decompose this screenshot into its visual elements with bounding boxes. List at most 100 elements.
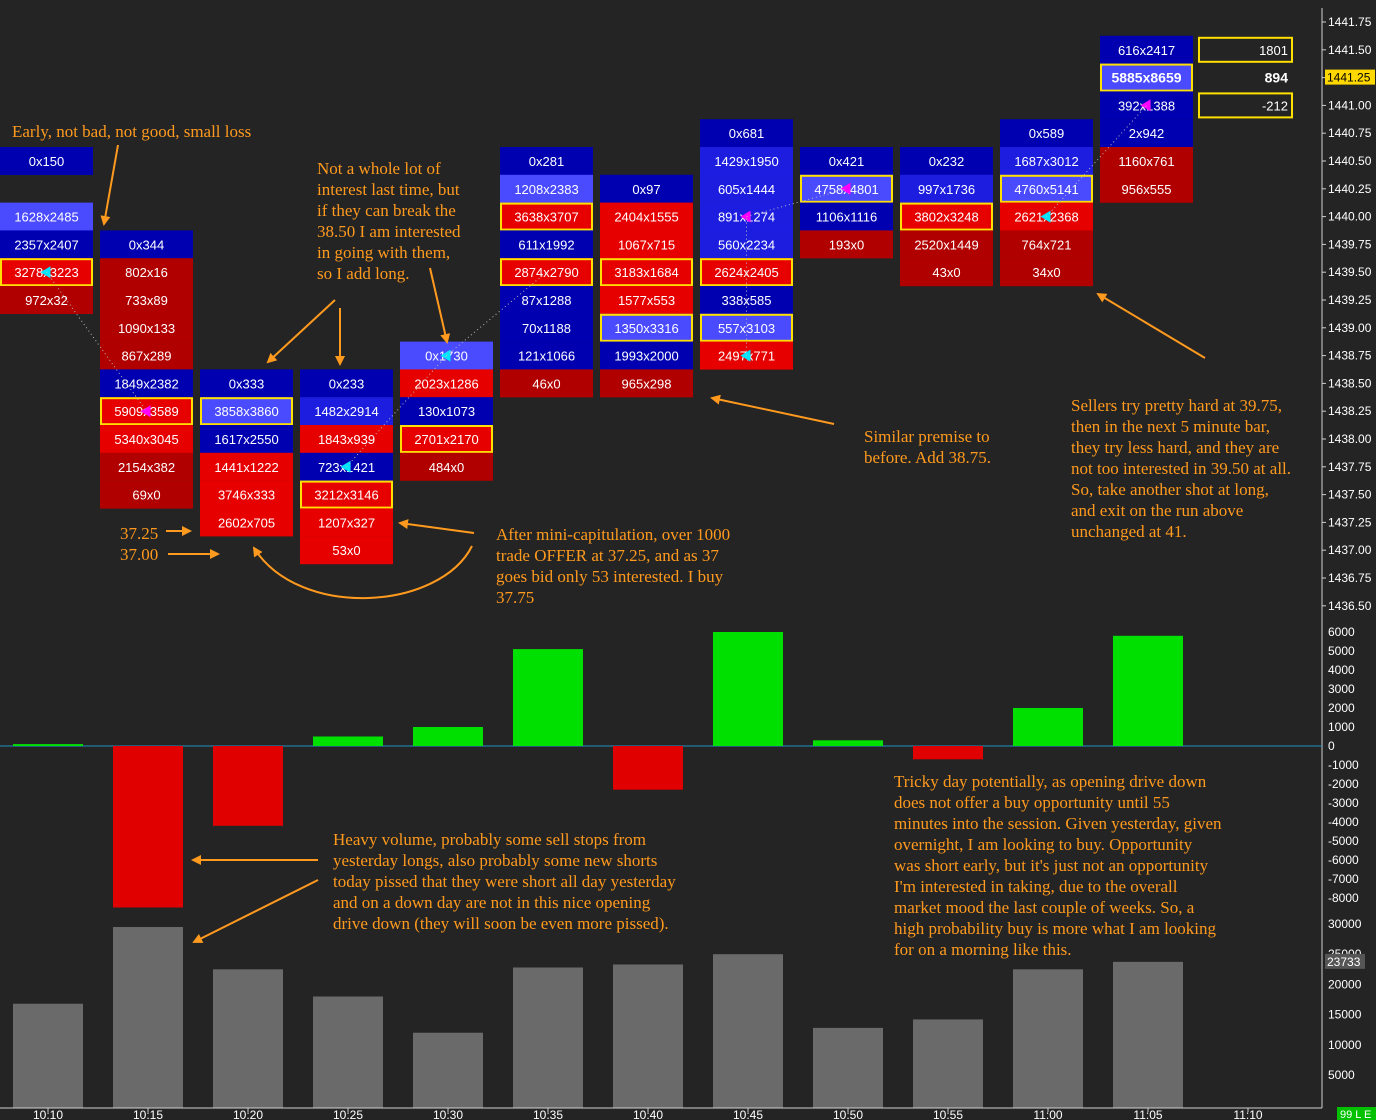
- footprint-cell: [600, 341, 693, 370]
- cell-value: 956x555: [1122, 182, 1172, 197]
- price-tick-label: 1440.50: [1328, 154, 1372, 168]
- cell-value: 1350x3316: [614, 321, 678, 336]
- magenta-arrow-marker: [140, 405, 151, 418]
- footprint-cell: [700, 313, 793, 342]
- delta-tick-label: 5000: [1328, 644, 1355, 658]
- cell-value: 34x0: [1032, 265, 1060, 280]
- cell-value: 1577x553: [618, 293, 675, 308]
- volume-bar: [1013, 969, 1083, 1108]
- cell-value: 1617x2550: [214, 432, 278, 447]
- time-tick-label: 11:00: [1033, 1108, 1062, 1120]
- price-tick-label: 1439.00: [1328, 321, 1372, 335]
- note-early: Early, not bad, not good, small loss: [12, 122, 252, 141]
- footprint-cell: [100, 286, 193, 314]
- footprint-bar: 0x281 1208x2383 3638x3707 611x1992 2874x2790…: [500, 147, 593, 398]
- time-tick-label: 10:20: [233, 1108, 263, 1120]
- footprint-cell: [600, 202, 693, 231]
- price-tick-label: 1437.25: [1328, 515, 1372, 529]
- footprint-cell: [1000, 174, 1093, 203]
- cell-value: 2874x2790: [514, 265, 578, 280]
- price-tick-label: 1437.50: [1328, 488, 1372, 502]
- cell-value: 802x16: [125, 265, 168, 280]
- footprint-cell: [200, 508, 293, 537]
- delta-tick-label: -6000: [1328, 853, 1359, 867]
- cell-value: 1628x2485: [14, 210, 78, 225]
- side-panel-value: 1801: [1259, 43, 1288, 58]
- cell-value: 2624x2405: [714, 265, 778, 280]
- footprint-cell: [600, 174, 693, 203]
- side-panel-box: [1198, 92, 1293, 119]
- cell-highlight: [900, 202, 993, 231]
- volume-bar: [413, 1032, 483, 1108]
- current-price-tag: [1325, 69, 1375, 85]
- cell-value: 338x585: [722, 293, 772, 308]
- cell-value: 1090x133: [118, 321, 175, 336]
- cell-value: 4760x5141: [1014, 182, 1078, 197]
- cell-value: 2x942: [1129, 126, 1164, 141]
- footprint-cell: [300, 508, 393, 537]
- cell-value: 965x298: [622, 376, 672, 391]
- footprint-cell: [500, 230, 593, 259]
- magenta-arrow-marker: [740, 210, 751, 223]
- cell-value: 2154x382: [118, 460, 175, 475]
- cell-value: 53x0: [332, 543, 360, 558]
- footprint-cell: [100, 258, 193, 287]
- cell-highlight: [0, 258, 93, 287]
- cell-highlight: [1100, 63, 1193, 92]
- delta-bar: [513, 649, 583, 746]
- footprint-bar: 0x232 997x1736 3802x3248 2520x1449 43x0: [900, 147, 993, 287]
- price-tick-label: 1439.50: [1328, 265, 1372, 279]
- cell-value: 0x281: [529, 154, 564, 169]
- cell-value: 3802x3248: [914, 210, 978, 225]
- side-panel-value: -212: [1262, 98, 1288, 113]
- cell-value: 867x289: [122, 349, 172, 364]
- delta-tick-label: 3000: [1328, 682, 1355, 696]
- footprint-cell: [700, 174, 793, 203]
- footprint-cell: [1100, 119, 1193, 148]
- delta-tick-label: 4000: [1328, 663, 1355, 677]
- cell-value: 121x1066: [518, 349, 575, 364]
- trade-link-line: [346, 355, 447, 468]
- cell-value: 1160x761: [1118, 154, 1174, 169]
- magenta-arrow-marker: [1140, 99, 1151, 112]
- cell-highlight: [600, 258, 693, 287]
- cell-value: 0x589: [1029, 126, 1064, 141]
- time-tick-label: 10:10: [33, 1108, 63, 1120]
- time-tick-label: 10:55: [933, 1108, 963, 1120]
- footprint-cell: [100, 341, 193, 370]
- cyan-arrow-marker: [740, 349, 751, 362]
- cell-value: 1106x1116: [816, 210, 877, 225]
- time-tick-label: 10:25: [333, 1108, 363, 1120]
- status-badge: [1337, 1107, 1376, 1120]
- cell-highlight: [100, 397, 193, 426]
- volume-last-tag: [1325, 953, 1365, 969]
- volume-bar: [513, 967, 583, 1108]
- price-tick-label: 1440.25: [1328, 182, 1372, 196]
- cell-value: 5340x3045: [114, 432, 178, 447]
- volume-bar: [213, 969, 283, 1108]
- footprint-bar: 0x2331482x29141843x939723x14213212x31461…: [300, 369, 393, 565]
- footprint-cell: [800, 202, 893, 231]
- cell-value: 0x333: [229, 376, 264, 391]
- cell-value: 2404x1555: [614, 210, 678, 225]
- current-price-label: 1441.25: [1327, 71, 1371, 85]
- delta-tick-label: -4000: [1328, 815, 1359, 829]
- footprint-cell: [0, 202, 93, 231]
- footprint-cell: [100, 480, 193, 509]
- footprint-cell: [300, 397, 393, 426]
- volume-tick-label: 30000: [1328, 917, 1362, 931]
- cell-highlight: [500, 202, 593, 231]
- footprint-cell: [1000, 119, 1093, 148]
- cell-value: 0x421: [829, 154, 864, 169]
- footprint-cell: [600, 313, 693, 342]
- cell-value: 130x1073: [418, 404, 475, 419]
- volume-bar: [913, 1019, 983, 1108]
- footprint-cell: [1100, 63, 1193, 92]
- cell-value: 557x3103: [718, 321, 775, 336]
- footprint-cell: [500, 313, 593, 342]
- cell-value: 0x681: [729, 126, 764, 141]
- cell-highlight: [800, 174, 893, 203]
- cell-value: 1687x3012: [1014, 154, 1078, 169]
- price-tick-label: 1438.75: [1328, 349, 1372, 363]
- footprint-cell: [1000, 258, 1093, 287]
